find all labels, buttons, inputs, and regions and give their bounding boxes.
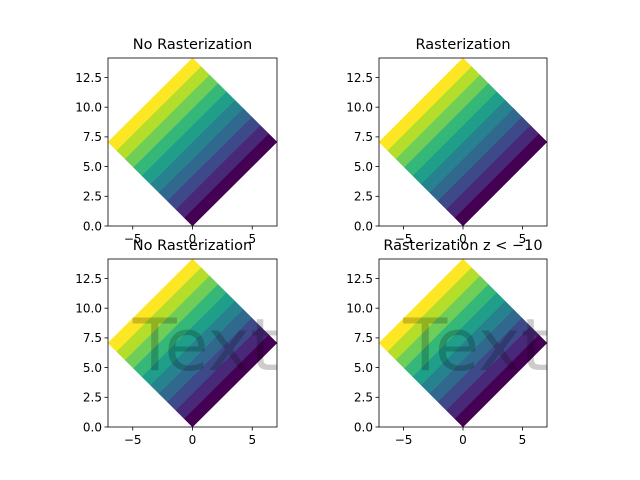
- x-tick-label: 5: [248, 232, 256, 246]
- subplot-title: No Rasterization: [133, 37, 252, 53]
- y-tick-label: 7.5: [354, 331, 373, 345]
- subplot-title: Rasterization: [415, 37, 510, 53]
- y-tick-label: 5.0: [354, 160, 373, 174]
- y-tick-label: 5.0: [83, 160, 102, 174]
- contour-bands: [108, 58, 277, 226]
- contour-band-10: [379, 259, 472, 352]
- contour-band-10: [108, 259, 202, 352]
- contour-bands: [379, 259, 547, 427]
- y-tick-label: 0.0: [83, 219, 102, 233]
- y-tick-label: 2.5: [83, 190, 102, 204]
- x-tick-label: 5: [519, 232, 527, 246]
- y-tick-label: 10.0: [346, 100, 373, 114]
- watermark-text: Text: [402, 303, 549, 387]
- x-tick-label: −5: [124, 232, 142, 246]
- y-tick-label: 12.5: [346, 71, 373, 85]
- y-tick-label: 10.0: [75, 100, 102, 114]
- y-tick-label: 2.5: [354, 391, 373, 405]
- y-tick-label: 0.0: [354, 420, 373, 434]
- y-tick-label: 5.0: [83, 361, 102, 375]
- y-tick-label: 12.5: [75, 71, 102, 85]
- y-tick-label: 0.0: [354, 219, 373, 233]
- x-tick-label: 0: [459, 433, 467, 447]
- x-tick-label: 5: [248, 433, 256, 447]
- y-tick-label: 2.5: [83, 391, 102, 405]
- y-tick-label: 7.5: [83, 331, 102, 345]
- x-tick-label: −5: [124, 433, 142, 447]
- contour-bands: [108, 259, 277, 427]
- subplot-3: Text No Rasterization −5 0 5 0.0 2.5 5.0 7.5 10.0…: [75, 238, 278, 447]
- x-tick-label: 5: [519, 433, 527, 447]
- y-tick-label: 12.5: [346, 272, 373, 286]
- x-tick-label: −5: [395, 232, 413, 246]
- contour-band-10: [108, 58, 202, 151]
- y-tick-label: 7.5: [83, 130, 102, 144]
- x-tick-label: −5: [395, 433, 413, 447]
- y-tick-label: 5.0: [354, 361, 373, 375]
- contour-bands: [379, 58, 547, 226]
- y-tick-label: 10.0: [346, 301, 373, 315]
- x-tick-label: 0: [459, 232, 467, 246]
- watermark-text: Text: [132, 303, 279, 387]
- y-tick-label: 2.5: [354, 190, 373, 204]
- y-tick-label: 7.5: [354, 130, 373, 144]
- subplot-4: Text Rasterization z < −10 −5 0 5 0.0 2.5 5.0 7.…: [346, 238, 549, 447]
- subplot-2: Rasterization −5 0 5 0.0 2.5 5.0 7.5 10.0 12.5: [346, 37, 548, 246]
- y-tick-label: 0.0: [83, 420, 102, 434]
- contour-band-10: [379, 58, 472, 151]
- x-tick-label: 0: [189, 433, 197, 447]
- subplot-title: No Rasterization: [133, 238, 252, 254]
- x-tick-label: 0: [189, 232, 197, 246]
- y-tick-label: 10.0: [75, 301, 102, 315]
- subplot-title: Rasterization z < −10: [383, 238, 542, 254]
- subplot-1: No Rasterization −5 0 5 0.0 2.5 5.0 7.5 10.0 12.5: [75, 37, 278, 246]
- y-tick-label: 12.5: [75, 272, 102, 286]
